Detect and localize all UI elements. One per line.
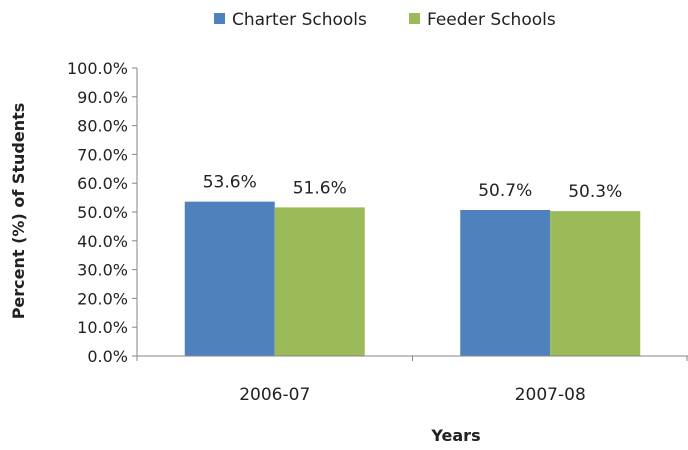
y-tick-label: 40.0%: [77, 232, 128, 251]
bars: [184, 201, 641, 356]
y-tick-label: 30.0%: [77, 261, 128, 280]
y-tick-label: 50.0%: [77, 203, 128, 222]
data-label: 50.3%: [568, 182, 622, 202]
y-tick-label: 0.0%: [87, 347, 128, 366]
bar-charter-2006-07: [184, 201, 275, 356]
data-label: 53.6%: [203, 173, 257, 193]
x-axis-title: Years: [430, 426, 480, 445]
legend-label-feeder: Feeder Schools: [427, 10, 556, 30]
bar-feeder-2007-08: [550, 211, 641, 356]
y-axis-ticks: 0.0% 10.0% 20.0% 30.0% 40.0% 50.0% 60.0% 70.0% 8…: [67, 59, 137, 366]
legend: Charter Schools Feeder Schools: [214, 10, 556, 30]
y-tick-label: 70.0%: [77, 145, 128, 164]
legend-swatch-feeder: [409, 13, 420, 24]
legend-label-charter: Charter Schools: [232, 10, 367, 30]
data-label: 51.6%: [293, 178, 347, 198]
y-tick-label: 90.0%: [77, 88, 128, 107]
data-labels: 53.6% 51.6% 50.7% 50.3%: [203, 173, 623, 203]
y-axis-title: Percent (%) of Students: [9, 103, 28, 320]
y-tick-label: 20.0%: [77, 289, 128, 308]
legend-swatch-charter: [214, 13, 225, 24]
y-tick-label: 80.0%: [77, 117, 128, 136]
bar-feeder-2006-07: [274, 207, 365, 356]
y-tick-label: 10.0%: [77, 318, 128, 337]
category-labels: 2006-07 2007-08: [239, 385, 586, 405]
x-category-label: 2007-08: [515, 385, 586, 405]
data-label: 50.7%: [478, 181, 532, 201]
y-tick-label: 60.0%: [77, 174, 128, 193]
bar-charter-2007-08: [460, 209, 551, 356]
x-category-label: 2006-07: [239, 385, 310, 405]
axes: [136, 68, 688, 361]
y-tick-label: 100.0%: [67, 59, 128, 78]
